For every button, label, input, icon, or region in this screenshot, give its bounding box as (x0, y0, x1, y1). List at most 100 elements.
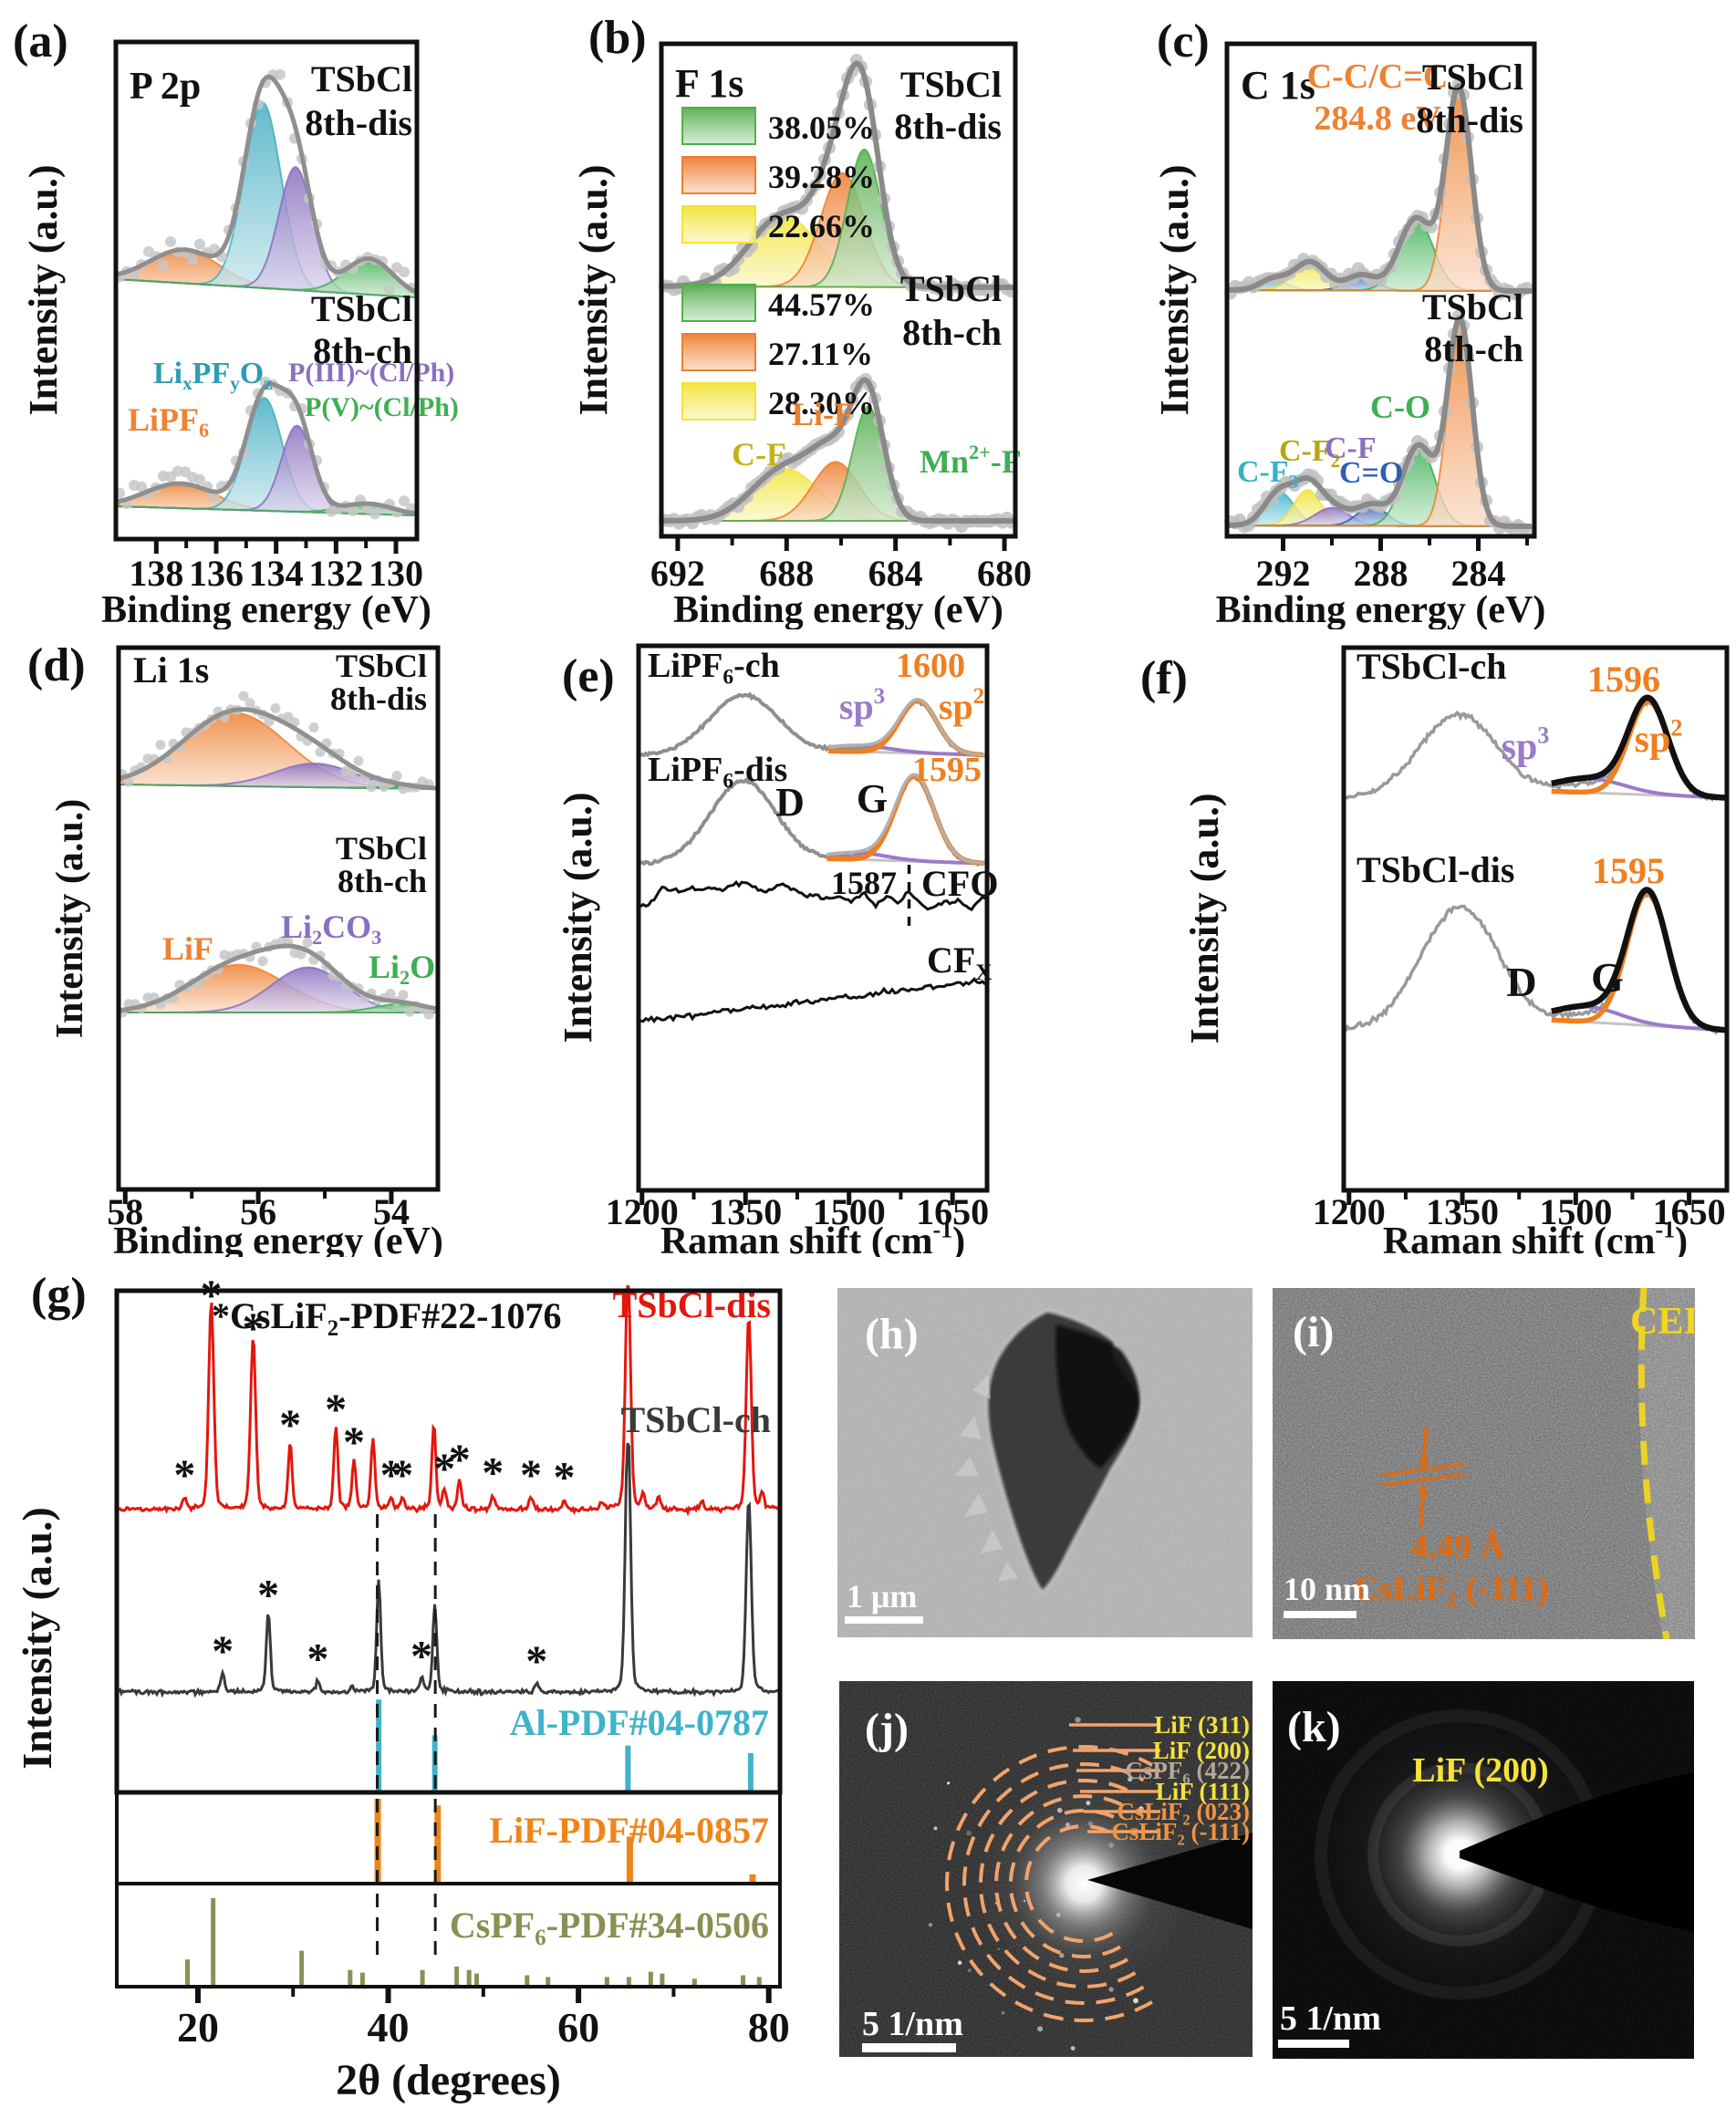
annotation-1595: 1595 (912, 751, 982, 789)
legend-swatch (681, 284, 756, 322)
legend-percentages-1: 38.05% 39.28% 22.66% (681, 107, 875, 244)
panel-letter-f: (f) (1140, 652, 1188, 704)
cfx-spectrum (639, 977, 987, 1023)
cfo-spectrum (639, 879, 986, 912)
annotation-c-o: C=O (1339, 456, 1403, 490)
cslif2-asterisk: * (411, 1633, 432, 1681)
cslif2-asterisk: * (449, 1436, 471, 1484)
xps-fit-envelope (117, 381, 416, 516)
y-axis-label: Intensity (a.u.) (1182, 793, 1227, 1044)
raman-trace-tsbcl-dis (1344, 887, 1726, 1035)
cslif2-asterisk: * (391, 1451, 413, 1500)
edge-flake (964, 1493, 988, 1517)
x-axis-label: Binding energy (eV) (673, 589, 1003, 629)
xrd-trace-tsbcl-ch: *** * * (118, 1442, 779, 1698)
x-tick-label-692: 692 (650, 553, 705, 594)
central-beam-glow (974, 1774, 1193, 1993)
annotation-p-v-cl-ph-: P(V)~(Cl/Ph) (305, 392, 459, 422)
x-axis-ticks: 292 288 284 (1256, 536, 1529, 594)
x-tick-label-1500: 1500 (813, 1191, 886, 1232)
annotation-4-49-: 4.49 Å (1410, 1528, 1505, 1566)
x-tick-label-684: 684 (868, 553, 923, 594)
panel-letter-g: (g) (31, 1269, 87, 1321)
asterisk-markers: * * * * * (212, 1572, 547, 1686)
x-tick-label-1650: 1650 (1653, 1191, 1726, 1232)
annotation-d: D (775, 780, 805, 825)
xps-spectrum-ch (117, 936, 437, 1020)
legend-swatch (681, 333, 756, 371)
image-tem: (h) 1 μm (837, 1288, 1253, 1637)
xps-peak-c-c-c-c (1229, 88, 1533, 292)
annotation-8th-ch: 8th-ch (902, 312, 1002, 353)
dashed-guide-lines (376, 1514, 437, 1961)
raman-trace-tsbcl-ch (1345, 694, 1726, 802)
annotation-li-1s: Li 1s (133, 649, 209, 691)
cslif2-asterisk: * (525, 1637, 547, 1686)
cslif2-asterisk: * (325, 1386, 347, 1434)
plot-frame (659, 41, 1018, 539)
x-axis-ticks: 1200 1350 1500 1650 (606, 1190, 989, 1232)
ring-arc (944, 1744, 1153, 2023)
annotation-1596: 1596 (1587, 659, 1660, 700)
particle-dark-region (1055, 1324, 1140, 1469)
x-axis-ticks: 692 688 684 680 (650, 536, 1032, 594)
x-tick-label-40: 40 (368, 2004, 410, 2051)
annotation-tsbcl: TSbCl (336, 830, 427, 867)
x-axis-ticks: 20 40 60 80 (177, 1987, 790, 2051)
xps-spectrum-ch (659, 373, 1018, 534)
y-axis-label: Intensity (a.u.) (1152, 164, 1197, 415)
annotation--j-: (j) (865, 1705, 909, 1753)
annotation-1600: 1600 (896, 647, 965, 685)
x-tick-label-292: 292 (1256, 553, 1311, 594)
panel-f-raman-tsbcl: TSbCl-ch 1596 sp3 sp2 TSbCl-dis 1595 D G 1200 135… (1131, 629, 1736, 1257)
panel-e-raman-lipf6: LiPF6-ch 1600 sp3 sp2 LiPF6-dis 1595 D G 1587 CFO… (547, 629, 1131, 1257)
x-tick-label-130: 130 (369, 553, 423, 594)
x-tick-label-688: 688 (759, 553, 814, 594)
image-saed-diffuse: (k) LiF (200) 5 1/nm (1273, 1681, 1694, 2059)
annotation-tsbcl: TSbCl (311, 288, 412, 329)
ring-arc (978, 1778, 1137, 1989)
annotation-8th-ch: 8th-ch (338, 863, 427, 899)
annotation-g: G (1591, 954, 1624, 1001)
ring-arc (1008, 1808, 1121, 1959)
cslif2-asterisk: * (380, 1451, 402, 1500)
chart-f1s-xps: 38.05% 39.28% 22.66% 44.57% 27.11% 28.30% F 1s… (571, 41, 1032, 629)
legend-percent-label: 22.66% (768, 208, 875, 244)
cslif2-asterisk: * (482, 1449, 504, 1498)
cslif2-asterisk: * (173, 1451, 195, 1500)
xps-fit-envelope (1228, 315, 1533, 529)
reference-sticks-cspf6 (184, 1898, 762, 1986)
cslif2-asterisk: * (201, 1272, 223, 1320)
x-axis-ticks: 138 136 134 132 130 (129, 539, 423, 594)
scale-bar (862, 2043, 956, 2052)
x-tick-label-58: 58 (107, 1191, 143, 1232)
annotation-li-2-o: Li2O (369, 949, 435, 989)
annotation-al-pdf-04-0787: Al-PDF#04-0787 (510, 1702, 769, 1743)
x-axis-label: Raman shift (cm-1) (1383, 1216, 1688, 1257)
plot-frame (636, 643, 990, 1193)
raman-trace-cfx (639, 977, 987, 1023)
annotation-8th-dis: 8th-dis (894, 106, 1002, 147)
x-axis-ticks: 58 56 54 (107, 1189, 410, 1232)
annotation-c-o: C-O (1370, 389, 1430, 425)
cslif2-asterisk: * (279, 1401, 301, 1449)
panel-j-saed-rings: LiF (311) LiF (200) CsPF6 (422) LiF (111) Cs… (839, 1681, 1253, 2057)
ring-label: CsLiF2 (-111) (1111, 1818, 1250, 1848)
ring-arc (962, 1761, 1145, 2006)
legend-percent-label: 39.28% (768, 159, 875, 195)
scale-bar-label: 5 1/nm (1280, 1999, 1381, 2038)
annotation-8th-dis: 8th-dis (1416, 99, 1523, 140)
cspf6-reference-box (115, 1882, 782, 1989)
ring-label: LiF (311) (1154, 1711, 1250, 1739)
y-axis-label: Intensity (a.u.) (14, 1507, 60, 1770)
chart-li1s-xps: Li 1s TSbCl8th-disTSbCl8th-chLiFLi2CO3Li2… (49, 645, 443, 1257)
annotation-tsbcl-dis: TSbCl-dis (1357, 849, 1514, 890)
annotation--cslif-2-pdf-22-1076: *CsLiF2-PDF#22-1076 (212, 1295, 562, 1341)
ring-label: CsPF6 (422) (1125, 1757, 1250, 1787)
xps-fit-envelope (120, 707, 437, 791)
annotation-1595: 1595 (1592, 850, 1665, 891)
panel-letter-b: (b) (588, 12, 647, 64)
plot-frame (113, 39, 420, 542)
